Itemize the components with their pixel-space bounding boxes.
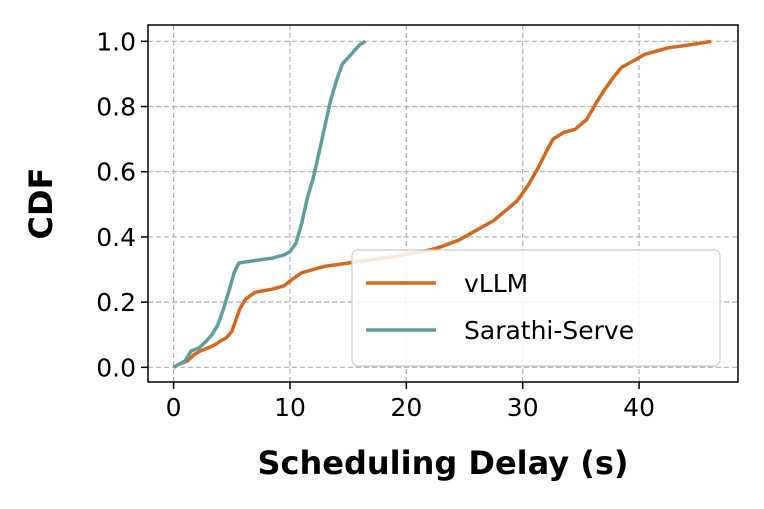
y-tick-label: 0.2 — [96, 288, 136, 317]
x-tick-label: 30 — [507, 393, 539, 422]
plot-area-frame — [147, 24, 739, 383]
x-axis-title: Scheduling Delay (s) — [257, 444, 628, 482]
y-tick-label: 0.4 — [96, 223, 136, 252]
x-tick-label: 40 — [623, 393, 655, 422]
x-tick-label: 0 — [166, 393, 182, 422]
y-tick-label: 0.6 — [96, 158, 136, 187]
y-tick-label: 0.8 — [96, 93, 136, 122]
axis-ticks: 0 10 20 30 40 0.0 0.2 0.4 0.6 0.8 1.0 — [96, 27, 655, 422]
series-line-sarathi-serve — [172, 39, 367, 369]
legend-label-sarathi-serve: Sarathi-Serve — [464, 316, 634, 345]
y-tick-label: 1.0 — [96, 27, 136, 56]
y-tick-label: 0.0 — [96, 353, 136, 382]
y-axis-title: CDF — [22, 168, 60, 240]
legend-label-vllm: vLLM — [464, 269, 528, 298]
x-tick-label: 10 — [274, 393, 306, 422]
legend: vLLM Sarathi-Serve — [351, 249, 721, 367]
x-tick-label: 20 — [390, 393, 422, 422]
legend-frame — [351, 249, 721, 367]
